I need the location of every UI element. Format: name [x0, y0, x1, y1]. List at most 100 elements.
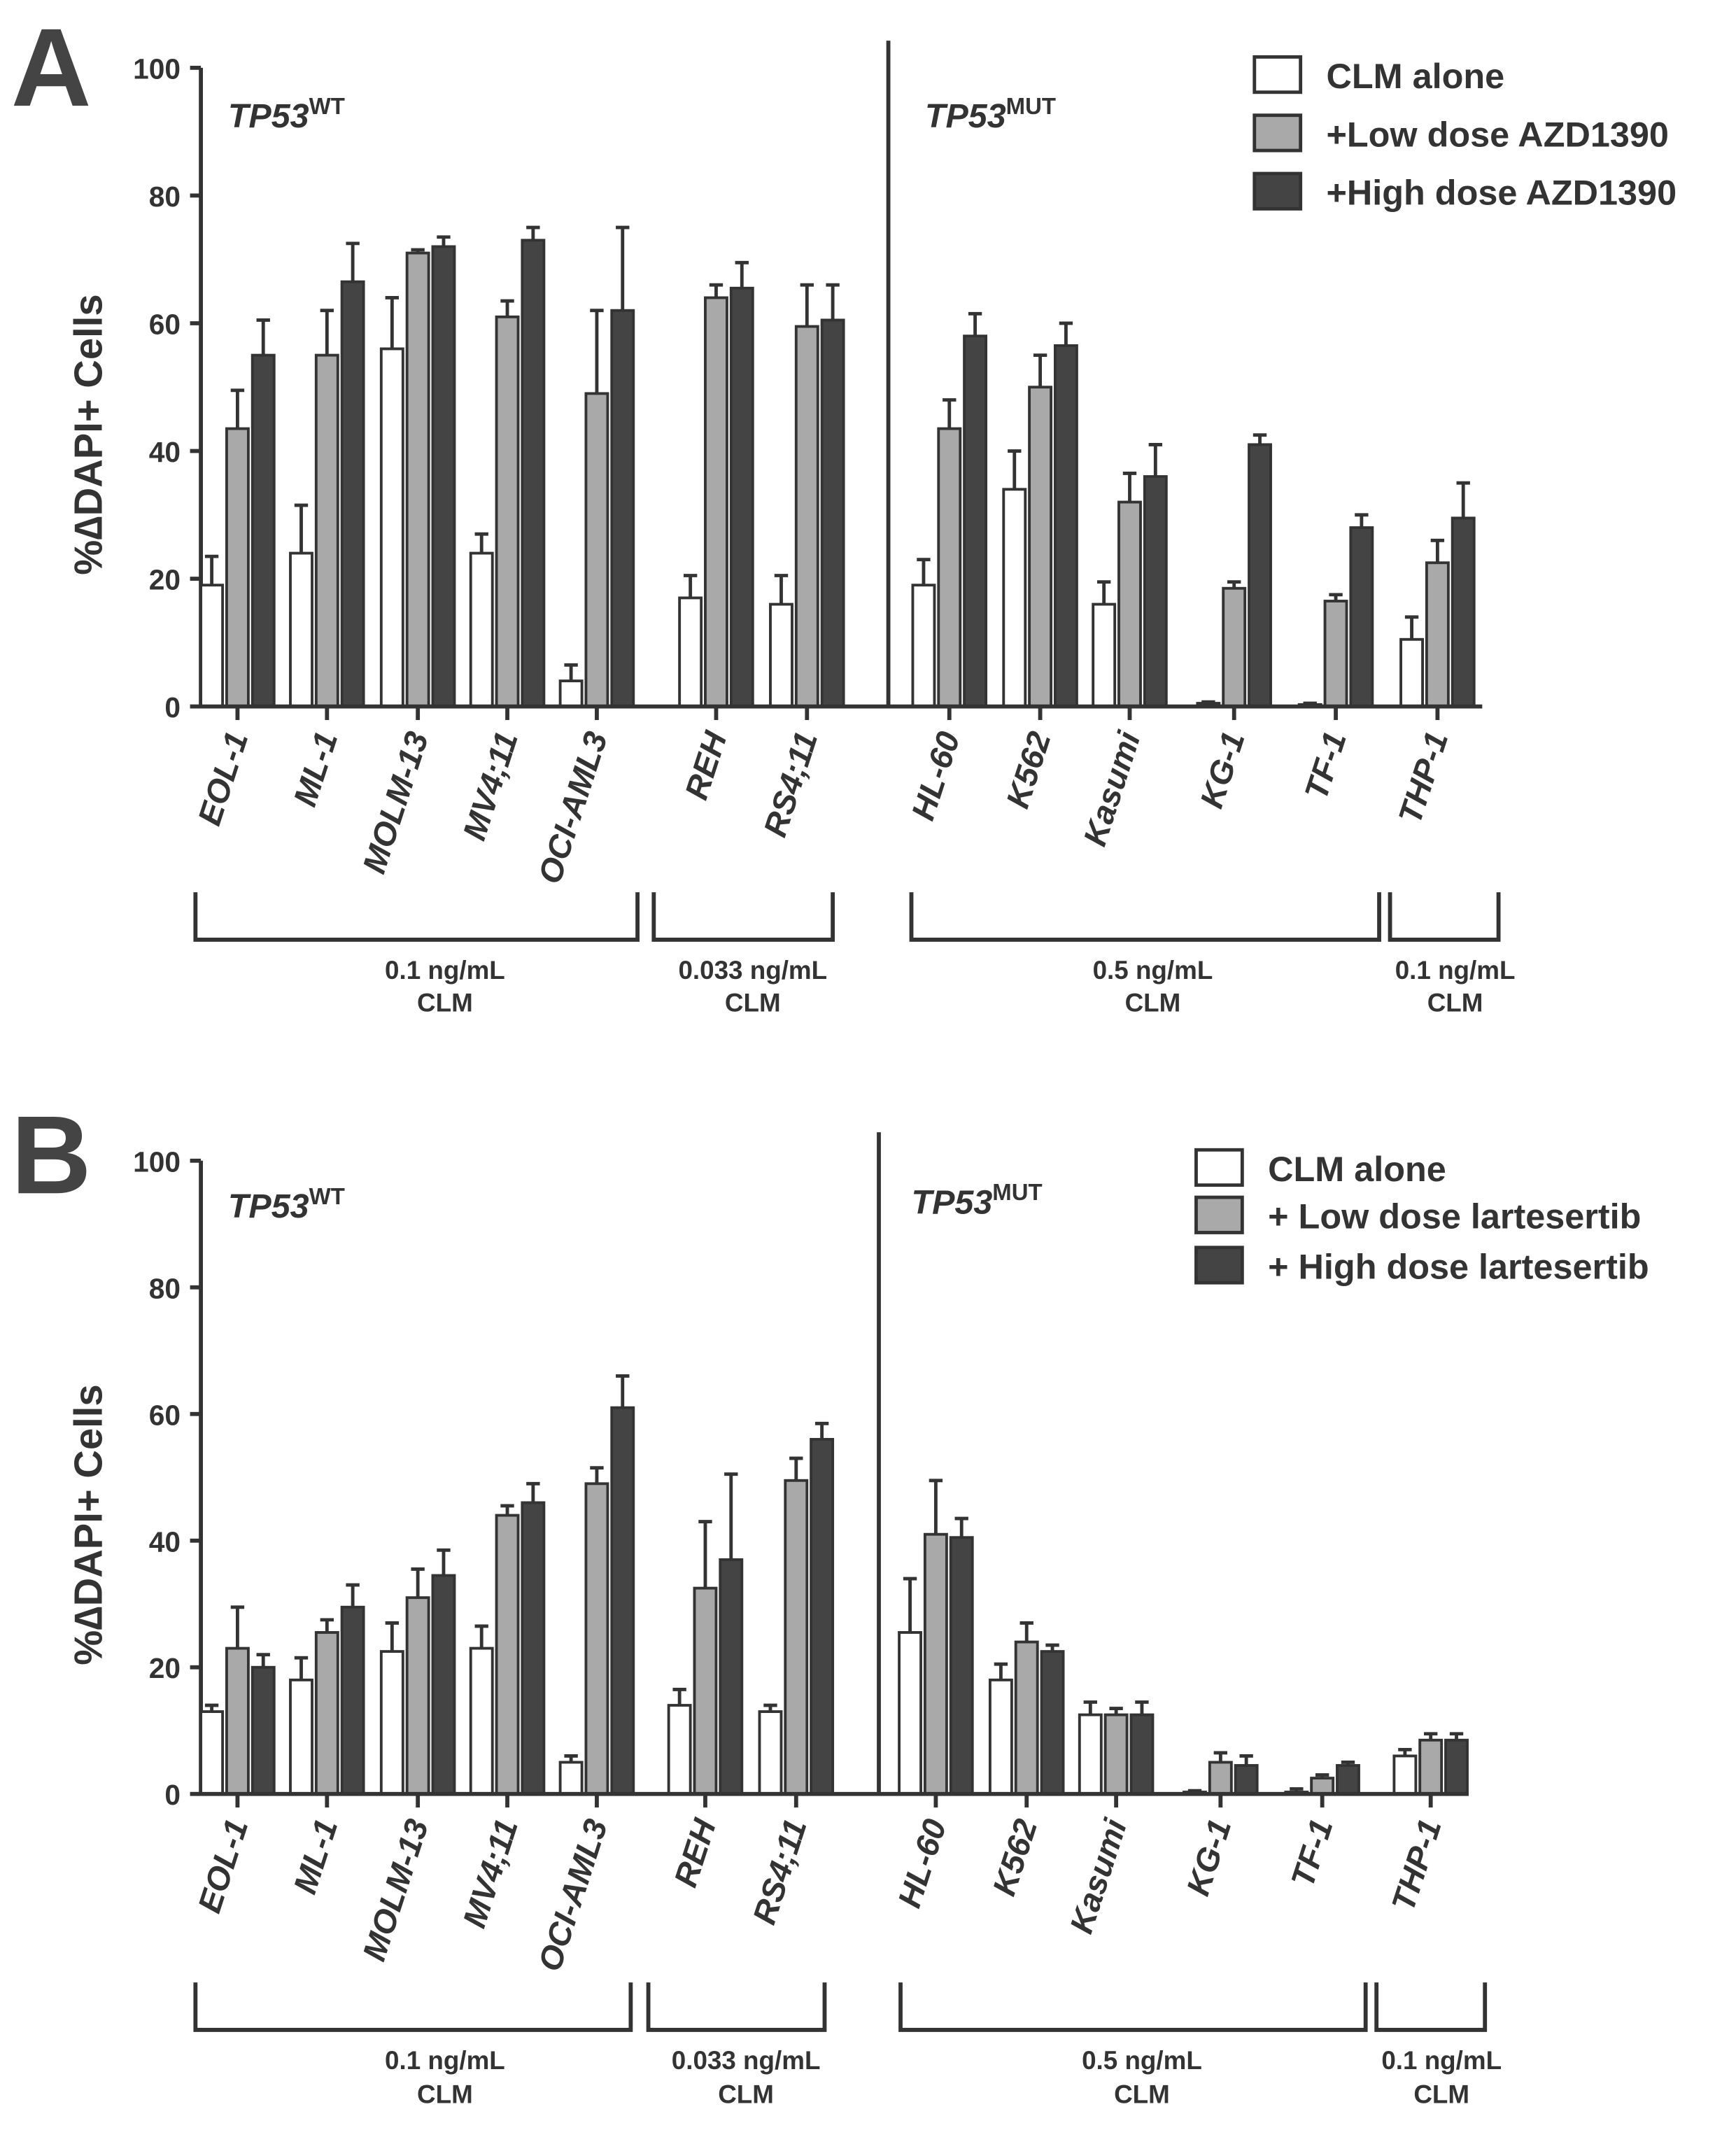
- bar-high: [340, 1605, 365, 1796]
- bar-high: [610, 1406, 635, 1796]
- genotype-label: TP53WT: [228, 1183, 345, 1225]
- x-tick-label: HL-60: [904, 727, 966, 824]
- legend-label: + Low dose lartesertib: [1268, 1197, 1641, 1236]
- bar-high: [250, 1665, 276, 1796]
- bar-low: [784, 1479, 809, 1796]
- x-tick-label: MV4;11: [456, 1814, 525, 1932]
- bar-low: [225, 1646, 250, 1796]
- y-axis-label: %∆DAPI+ Cells: [66, 294, 111, 574]
- bar-clm: [1392, 1754, 1418, 1796]
- concentration-unit: CLM: [1427, 989, 1483, 1017]
- x-tick-label: OCI-AML3: [531, 727, 614, 888]
- x-tick-label: Kasumi: [1063, 1814, 1134, 1938]
- bar-high: [521, 239, 546, 708]
- x-tick-label: ML-1: [286, 1814, 344, 1898]
- bar-low: [405, 1596, 430, 1796]
- bar-clm: [1002, 488, 1027, 708]
- bar-low: [937, 427, 962, 708]
- genotype-superscript: MUT: [992, 1179, 1042, 1205]
- legend-label: +Low dose AZD1390: [1326, 114, 1668, 154]
- bar-high: [250, 353, 276, 708]
- bar-clm: [758, 1710, 783, 1796]
- bar-clm: [1092, 602, 1117, 708]
- bar-clm: [379, 347, 404, 708]
- bar-clm: [469, 1646, 494, 1796]
- genotype-base: TP53: [228, 97, 309, 135]
- group-bracket: [898, 1982, 1368, 2032]
- concentration-label: 0.033 ng/mL: [672, 2046, 821, 2075]
- group-bracket: [193, 892, 640, 942]
- genotype-superscript: MUT: [1006, 93, 1056, 119]
- bar-high: [810, 1438, 835, 1796]
- x-tick-label: RS4;11: [746, 1814, 814, 1928]
- x-tick-label: REH: [678, 726, 734, 804]
- y-tick-label: 80: [149, 1272, 181, 1304]
- legend-label: +High dose AZD1390: [1326, 173, 1677, 213]
- legend-swatch: [1252, 171, 1303, 211]
- bar-low: [584, 1482, 609, 1796]
- x-tick-label: OCI-AML3: [531, 1814, 614, 1975]
- bar-high: [1451, 516, 1476, 708]
- x-tick-label: MOLM-13: [355, 727, 435, 877]
- y-tick-label: 60: [149, 1399, 181, 1431]
- x-tick-label: THP-1: [1391, 727, 1455, 828]
- x-tick-label: Kasumi: [1076, 726, 1148, 850]
- bar-high: [431, 245, 456, 708]
- concentration-label: 0.1 ng/mL: [385, 2046, 505, 2075]
- y-tick-label: 20: [149, 1652, 181, 1684]
- bar-clm: [988, 1678, 1013, 1796]
- genotype-label: TP53MUT: [912, 1179, 1043, 1221]
- bar-high: [820, 318, 845, 708]
- bar-high: [521, 1501, 546, 1796]
- bar-low: [405, 251, 430, 708]
- group-bracket: [646, 1982, 827, 2032]
- x-tick-label: REH: [667, 1814, 723, 1891]
- bar-low: [1425, 561, 1450, 708]
- genotype-label: TP53WT: [228, 93, 345, 135]
- bar-low: [1117, 500, 1142, 708]
- genotype-base: TP53: [228, 1187, 309, 1225]
- bar-high: [610, 309, 635, 708]
- legend-swatch: [1194, 1246, 1244, 1285]
- concentration-label: 0.1 ng/mL: [1395, 956, 1516, 985]
- group-bracket: [1388, 892, 1501, 942]
- concentration-label: 0.1 ng/mL: [1381, 2046, 1502, 2075]
- y-tick-label: 20: [149, 564, 181, 596]
- x-tick-label: K562: [985, 1814, 1044, 1900]
- bar-low: [794, 325, 819, 708]
- bar-low: [1014, 1640, 1039, 1796]
- bar-high: [963, 334, 988, 708]
- y-tick-label: 60: [149, 308, 181, 340]
- group-bracket: [651, 892, 835, 942]
- panel-a: A 0 20 40 60 80 100 %∆DAPI+ Cells EOL-1 ML-1 MOLM-…: [11, 5, 1677, 1017]
- y-tick-label: 80: [149, 181, 181, 213]
- x-tick-label: KG-1: [1180, 1814, 1239, 1900]
- bar-high: [729, 286, 754, 708]
- bar-clm: [469, 551, 494, 708]
- panel-letter: B: [11, 1092, 92, 1217]
- bar-high: [1349, 526, 1374, 708]
- x-tick-label: THP-1: [1385, 1814, 1448, 1915]
- concentration-label: 0.1 ng/mL: [385, 956, 505, 985]
- bar-high: [431, 1574, 456, 1796]
- bar-clm: [289, 551, 313, 708]
- bar-low: [693, 1586, 718, 1796]
- bar-clm: [558, 679, 584, 708]
- concentration-unit: CLM: [725, 989, 781, 1017]
- bar-clm: [911, 584, 936, 708]
- x-tick-label: TF-1: [1284, 1814, 1340, 1891]
- x-tick-label: MV4;11: [456, 727, 525, 845]
- x-tick-label: RS4;11: [756, 727, 824, 841]
- y-tick-label: 0: [164, 1779, 181, 1811]
- concentration-unit: CLM: [1413, 2080, 1469, 2109]
- bar-low: [584, 392, 609, 708]
- x-tick-label: TF-1: [1297, 727, 1353, 803]
- group-bracket: [1374, 1982, 1488, 2032]
- bar-low: [314, 353, 339, 708]
- bar-low: [314, 1631, 339, 1796]
- y-axis-label: %∆DAPI+ Cells: [66, 1384, 111, 1665]
- bar-high: [1248, 443, 1272, 708]
- bar-low: [1323, 600, 1348, 708]
- bar-clm: [898, 1631, 923, 1796]
